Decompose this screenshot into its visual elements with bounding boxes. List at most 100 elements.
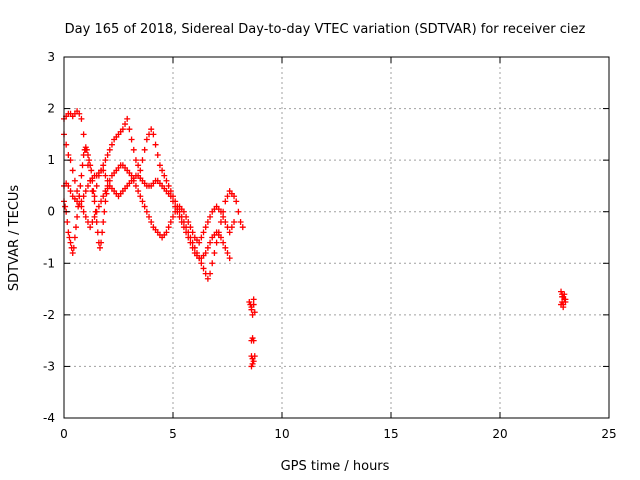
data-point [104, 151, 111, 158]
data-point [102, 198, 109, 205]
data-point [178, 219, 185, 226]
y-tick-label: 0 [47, 205, 55, 219]
data-point [78, 115, 85, 122]
y-axis-label: SDTVAR / TECUs [7, 185, 22, 292]
data-point [130, 177, 137, 184]
data-point [231, 193, 238, 200]
data-point [64, 219, 71, 226]
data-point [220, 213, 227, 220]
data-point [224, 193, 231, 200]
data-point [235, 208, 242, 215]
data-point [200, 229, 207, 236]
data-point [211, 249, 218, 256]
data-point [124, 115, 131, 122]
data-point [141, 203, 148, 210]
data-point [185, 234, 192, 241]
chart-title: Day 165 of 2018, Sidereal Day-to-day VTE… [65, 22, 586, 37]
data-point [102, 157, 109, 164]
data-point [62, 203, 69, 210]
data-point [90, 188, 97, 195]
y-tick-label: 2 [47, 102, 55, 116]
y-tick-label: -1 [43, 256, 55, 270]
data-point [198, 260, 205, 267]
x-tick-label: 5 [169, 427, 177, 441]
data-point [161, 172, 168, 179]
data-point [187, 224, 194, 231]
data-point [239, 224, 246, 231]
data-point [562, 298, 569, 305]
data-point [213, 239, 220, 246]
data-point [143, 208, 150, 215]
data-point [82, 213, 89, 220]
data-point [148, 219, 155, 226]
x-tick-label: 25 [601, 427, 616, 441]
data-point [224, 249, 231, 256]
data-point [65, 151, 72, 158]
data-point [148, 126, 155, 133]
data-point [250, 337, 257, 344]
x-tick-label: 20 [492, 427, 507, 441]
data-points [61, 108, 569, 370]
data-point [132, 157, 139, 164]
data-point [87, 162, 94, 169]
data-point [198, 234, 205, 241]
data-point [170, 213, 176, 220]
x-tick-label: 15 [383, 427, 398, 441]
data-point [93, 182, 100, 189]
x-tick-label: 10 [274, 427, 289, 441]
data-point [204, 275, 211, 282]
data-point [220, 239, 227, 246]
data-point [102, 172, 109, 179]
data-point [76, 193, 83, 200]
data-point [204, 244, 211, 251]
data-point [92, 208, 99, 215]
data-point [202, 224, 209, 231]
data-point [251, 309, 258, 316]
data-point [156, 162, 163, 169]
data-point [189, 244, 196, 251]
data-point [66, 234, 73, 241]
data-point [67, 239, 74, 246]
data-point [207, 239, 214, 246]
data-point [130, 146, 137, 153]
data-point [251, 353, 258, 360]
data-point [93, 219, 100, 226]
data-point [74, 188, 81, 195]
data-point [228, 224, 235, 231]
data-point [100, 167, 107, 174]
data-point [154, 151, 161, 158]
data-point [77, 182, 84, 189]
data-point [106, 146, 113, 153]
data-point [104, 185, 111, 192]
data-point [69, 249, 76, 256]
data-point [69, 167, 76, 174]
data-point [89, 177, 96, 184]
data-point [67, 188, 74, 195]
data-point [91, 198, 98, 205]
data-point [217, 208, 224, 215]
data-point [167, 193, 174, 200]
data-point [122, 121, 129, 128]
y-tick-label: -4 [43, 411, 55, 425]
data-point [83, 146, 90, 153]
data-point [207, 213, 214, 220]
data-point [183, 229, 190, 236]
data-point [170, 198, 176, 205]
data-point [159, 167, 166, 174]
data-point [128, 136, 135, 143]
data-point [70, 244, 77, 251]
axis-ticks: 0 5 10 15 20 25 -4 -3 -2 -1 0 1 2 3 [43, 50, 617, 441]
data-point [185, 219, 192, 226]
data-point [71, 177, 78, 184]
data-point [180, 208, 187, 215]
data-point [98, 239, 105, 246]
data-point [137, 193, 144, 200]
data-point [167, 219, 174, 226]
x-tick-label: 0 [60, 427, 68, 441]
data-point [222, 219, 229, 226]
data-point [88, 167, 95, 174]
data-point [65, 182, 72, 189]
plot-frame [63, 56, 610, 419]
